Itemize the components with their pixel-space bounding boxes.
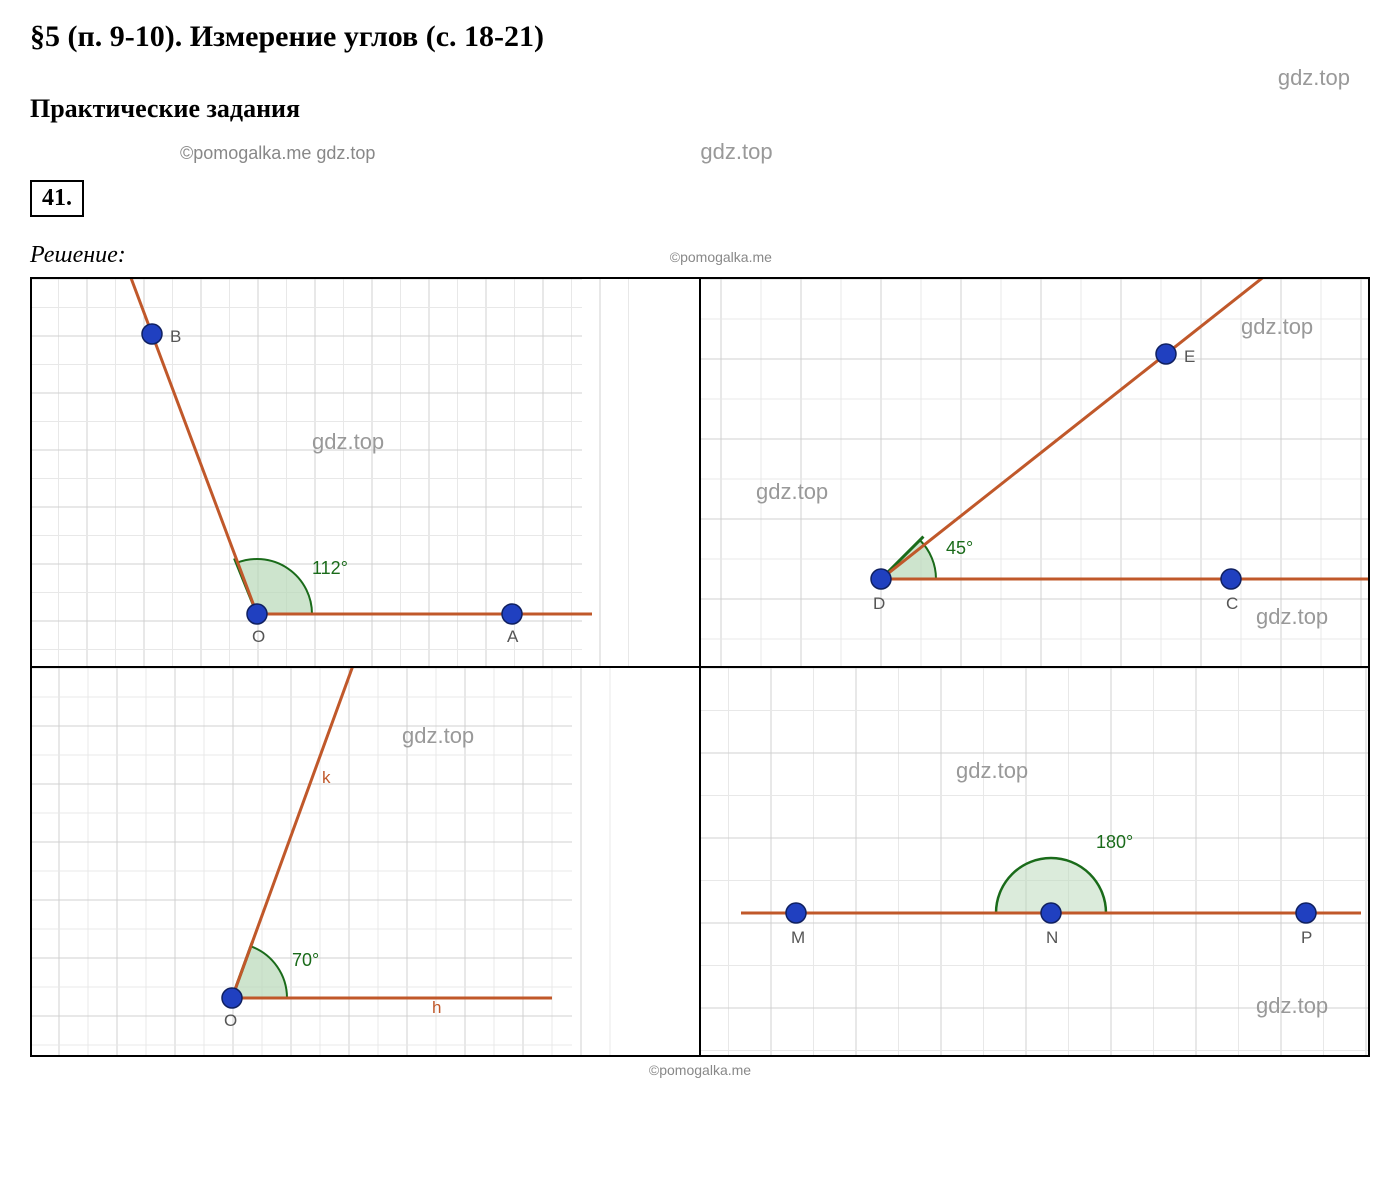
svg-text:O: O (252, 627, 265, 646)
diagram-top-right: D C E 45° gdz.top gdz.top gdz.top (700, 278, 1369, 667)
svg-text:gdz.top: gdz.top (1256, 604, 1328, 629)
svg-text:M: M (791, 928, 805, 947)
section-heading: §5 (п. 9-10). Измерение углов (с. 18-21) (30, 20, 1370, 54)
watermark-mid-right: gdz.top (700, 139, 772, 164)
svg-text:C: C (1226, 594, 1238, 613)
watermark-mid-left: ©pomogalka.me gdz.top (180, 143, 375, 163)
svg-text:A: A (507, 627, 519, 646)
svg-text:gdz.top: gdz.top (1241, 314, 1313, 339)
svg-text:70°: 70° (292, 950, 319, 970)
mid-watermarks: ©pomogalka.me gdz.top gdz.top (30, 139, 1370, 165)
copyright-small: ©pomogalka.me (670, 249, 772, 265)
diagram-grid: O A B 112° gdz.top D C E 45° gdz.top gdz.top gdz.t… (30, 277, 1370, 1057)
svg-text:N: N (1046, 928, 1058, 947)
diagram-bottom-left: Ok h 70° gdz.top (31, 667, 700, 1056)
svg-text:D: D (873, 594, 885, 613)
svg-text:180°: 180° (1096, 832, 1133, 852)
solution-label: Решение: (30, 242, 126, 269)
svg-text:gdz.top: gdz.top (956, 758, 1028, 783)
svg-text:gdz.top: gdz.top (312, 429, 384, 454)
svg-text:112°: 112° (312, 558, 348, 578)
svg-text:h: h (432, 998, 441, 1017)
task-number-box: 41. (30, 180, 84, 217)
svg-text:P: P (1301, 928, 1312, 947)
svg-text:O: O (224, 1011, 237, 1030)
svg-text:E: E (1184, 347, 1195, 366)
svg-text:45°: 45° (946, 538, 973, 558)
footer-copyright: ©pomogalka.me (30, 1062, 1370, 1078)
subheading: Практические задания (30, 94, 1370, 124)
watermark-top-right: gdz.top (1278, 65, 1350, 91)
svg-text:gdz.top: gdz.top (756, 479, 828, 504)
svg-text:k: k (322, 768, 331, 787)
svg-text:B: B (170, 327, 181, 346)
diagram-bottom-right: N M P 180° gdz.top gdz.top (700, 667, 1369, 1056)
svg-text:gdz.top: gdz.top (1256, 993, 1328, 1018)
svg-text:gdz.top: gdz.top (402, 723, 474, 748)
diagram-top-left: O A B 112° gdz.top (31, 278, 700, 667)
solution-row: Решение: ©pomogalka.me (30, 242, 1370, 269)
